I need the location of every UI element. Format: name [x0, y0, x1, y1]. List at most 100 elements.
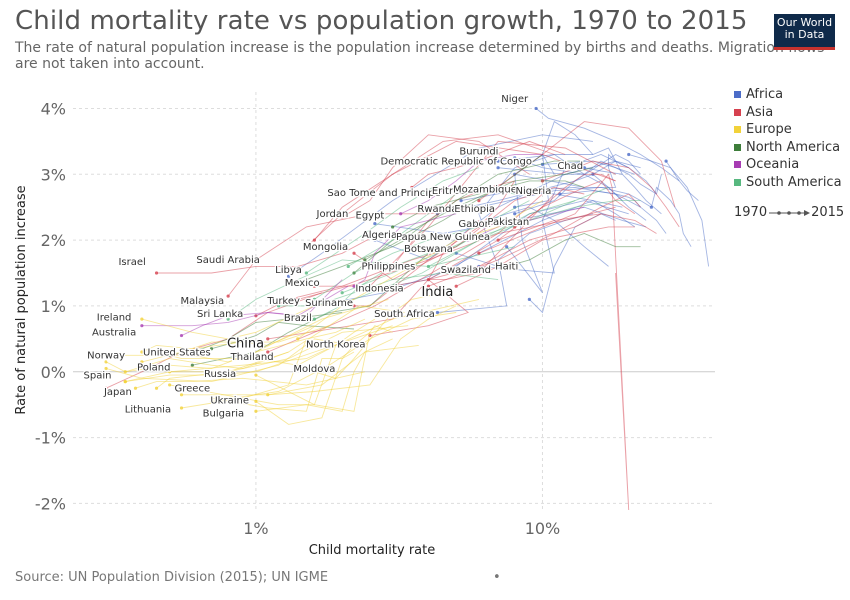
series-endpoint[interactable]: [373, 238, 377, 242]
series-line[interactable]: [267, 305, 457, 396]
series-line[interactable]: [592, 160, 662, 195]
series-line[interactable]: [353, 167, 594, 274]
series-line[interactable]: [141, 285, 349, 327]
series-endpoint[interactable]: [477, 251, 481, 255]
series-line[interactable]: [341, 233, 480, 303]
series-line[interactable]: [141, 325, 315, 363]
series-endpoint[interactable]: [190, 363, 194, 367]
series-endpoint[interactable]: [627, 152, 631, 157]
series-line[interactable]: [314, 134, 555, 241]
series-line[interactable]: [267, 193, 555, 340]
series-line[interactable]: [125, 298, 480, 383]
series-line[interactable]: [650, 186, 692, 247]
series-line[interactable]: [267, 193, 543, 353]
series-endpoint[interactable]: [410, 185, 414, 190]
series-line[interactable]: [181, 318, 366, 409]
series-endpoint[interactable]: [505, 245, 509, 249]
series-line[interactable]: [392, 213, 602, 287]
owid-logo[interactable]: Our World in Data: [774, 14, 835, 50]
series-line[interactable]: [584, 167, 662, 215]
series-line[interactable]: [514, 153, 617, 188]
time-legend[interactable]: 1970 2015: [734, 205, 844, 220]
series-line[interactable]: [535, 108, 680, 182]
series-line[interactable]: [628, 154, 710, 267]
series-endpoint[interactable]: [340, 291, 344, 295]
series-endpoint[interactable]: [209, 347, 214, 351]
series-line[interactable]: [227, 246, 515, 320]
series-layer[interactable]: [104, 106, 710, 511]
series-line[interactable]: [211, 351, 355, 412]
series-endpoint[interactable]: [352, 284, 356, 288]
series-line[interactable]: [428, 193, 641, 287]
series-endpoint[interactable]: [154, 271, 159, 275]
series-line[interactable]: [514, 157, 647, 221]
legend-item[interactable]: South America: [734, 174, 842, 192]
series-endpoint[interactable]: [296, 337, 300, 341]
series-endpoint[interactable]: [123, 380, 127, 384]
series-line[interactable]: [297, 206, 616, 300]
series-line[interactable]: [374, 206, 647, 234]
series-line[interactable]: [181, 279, 343, 337]
series-endpoint[interactable]: [266, 337, 270, 341]
series-line[interactable]: [497, 180, 636, 241]
series-line[interactable]: [105, 351, 289, 373]
series-endpoint[interactable]: [496, 238, 500, 242]
series-line[interactable]: [169, 305, 405, 373]
series-line[interactable]: [288, 134, 593, 277]
series-endpoint[interactable]: [312, 317, 316, 321]
legend-item[interactable]: Asia: [734, 104, 842, 122]
series-endpoint[interactable]: [266, 350, 270, 354]
series-endpoint[interactable]: [104, 360, 108, 364]
series-line[interactable]: [478, 186, 652, 208]
series-endpoint[interactable]: [312, 297, 316, 301]
series-endpoint[interactable]: [346, 264, 350, 269]
series-line[interactable]: [342, 186, 609, 294]
series-line[interactable]: [105, 338, 355, 383]
series-line[interactable]: [211, 312, 457, 402]
series-endpoint[interactable]: [179, 393, 184, 397]
series-line[interactable]: [105, 292, 323, 389]
series-endpoint[interactable]: [527, 297, 531, 301]
series-endpoint[interactable]: [209, 399, 214, 403]
series-endpoint[interactable]: [296, 297, 300, 301]
series-line[interactable]: [369, 220, 480, 337]
series-endpoint[interactable]: [304, 278, 308, 282]
series-endpoint[interactable]: [209, 396, 214, 400]
series-endpoint[interactable]: [391, 225, 395, 229]
series-endpoint[interactable]: [276, 304, 281, 308]
series-line[interactable]: [478, 173, 630, 511]
legend-item[interactable]: North America: [734, 139, 842, 157]
series-endpoint[interactable]: [104, 353, 108, 357]
series-endpoint[interactable]: [399, 212, 403, 216]
series-endpoint[interactable]: [312, 284, 316, 288]
series-line[interactable]: [542, 160, 680, 228]
series-endpoint[interactable]: [373, 222, 377, 226]
series-line[interactable]: [306, 154, 543, 281]
series-endpoint[interactable]: [304, 245, 308, 249]
series-line[interactable]: [141, 325, 330, 353]
series-line[interactable]: [227, 206, 479, 297]
series-endpoint[interactable]: [140, 350, 144, 354]
series-line[interactable]: [181, 344, 419, 396]
series-endpoint[interactable]: [179, 406, 184, 410]
series-line[interactable]: [192, 252, 429, 366]
series-line[interactable]: [297, 200, 543, 340]
series-line[interactable]: [255, 325, 393, 412]
series-endpoint[interactable]: [426, 278, 431, 282]
series-line[interactable]: [125, 298, 389, 373]
series-line[interactable]: [156, 233, 380, 274]
series-line[interactable]: [665, 160, 699, 201]
series-endpoint[interactable]: [286, 274, 291, 278]
legend-item[interactable]: Oceania: [734, 156, 842, 174]
series-endpoint[interactable]: [154, 350, 159, 354]
series-endpoint[interactable]: [505, 264, 509, 269]
series-endpoint[interactable]: [304, 271, 308, 275]
series-line[interactable]: [542, 160, 657, 195]
series-endpoint[interactable]: [435, 310, 440, 315]
series-endpoint[interactable]: [312, 238, 316, 242]
series-line[interactable]: [529, 213, 616, 314]
series-line[interactable]: [428, 200, 641, 267]
series-line[interactable]: [255, 338, 393, 412]
region-legend[interactable]: Africa Asia Europe North America Oceania Sout…: [734, 86, 842, 191]
series-line[interactable]: [400, 154, 543, 215]
